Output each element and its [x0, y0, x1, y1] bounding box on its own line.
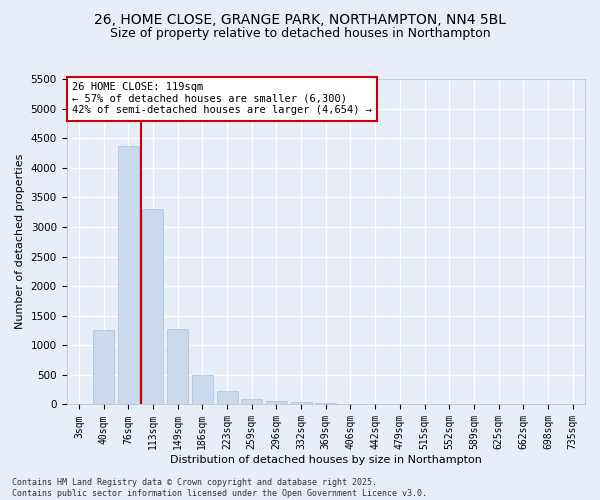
Bar [241, 399, 262, 404]
Bar [315, 402, 336, 404]
Text: Contains HM Land Registry data © Crown copyright and database right 2025.
Contai: Contains HM Land Registry data © Crown c… [12, 478, 427, 498]
Text: 26, HOME CLOSE, GRANGE PARK, NORTHAMPTON, NN4 5BL: 26, HOME CLOSE, GRANGE PARK, NORTHAMPTON… [94, 12, 506, 26]
Bar [167, 328, 188, 404]
Bar [266, 401, 287, 404]
Bar [217, 392, 238, 404]
Bar [290, 402, 311, 404]
Bar [192, 375, 213, 404]
Bar [118, 146, 139, 405]
Text: Size of property relative to detached houses in Northampton: Size of property relative to detached ho… [110, 28, 490, 40]
Bar [142, 209, 163, 404]
Bar [93, 330, 114, 404]
Y-axis label: Number of detached properties: Number of detached properties [15, 154, 25, 330]
Text: 26 HOME CLOSE: 119sqm
← 57% of detached houses are smaller (6,300)
42% of semi-d: 26 HOME CLOSE: 119sqm ← 57% of detached … [72, 82, 372, 116]
X-axis label: Distribution of detached houses by size in Northampton: Distribution of detached houses by size … [170, 455, 482, 465]
